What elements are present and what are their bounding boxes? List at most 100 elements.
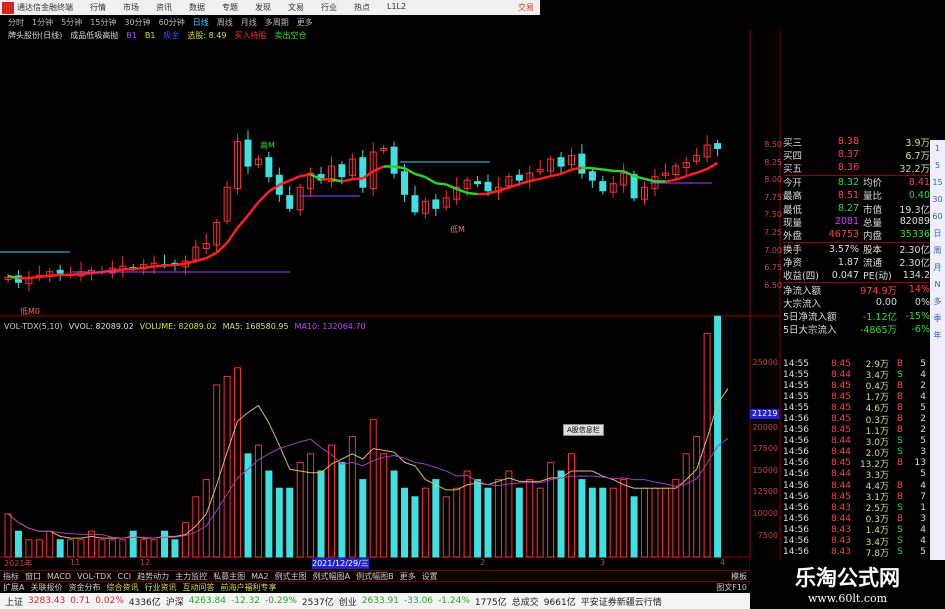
index-change: 0.71 [70,596,91,606]
indicator-label: 牌头股份(日线) [8,30,63,40]
period-shortcut-button[interactable]: 周 [933,246,942,255]
period-tab[interactable]: 30分钟 [124,17,151,27]
tick-price: 8.44 [830,436,851,447]
candle [348,158,356,176]
tick-row: 14:56 8.43 3.4万 S 4 [783,536,930,548]
volume-bar [234,367,242,558]
candle [599,181,607,192]
candle [641,186,649,200]
tick-volume: 3.0万 [865,437,889,448]
period-tab[interactable]: 5分钟 [61,17,83,27]
index-name[interactable]: 沪深 [165,597,184,608]
tab[interactable]: 扩展A [3,582,25,592]
period-tab[interactable]: 60分钟 [158,17,185,27]
period-shortcut-button[interactable]: 60 [932,212,943,221]
tab[interactable]: 主力监控 [175,571,208,581]
tick-list[interactable]: 14:55 8.45 2.9万 B 5 14:55 8.44 3.4万 S 4 14:55 8.45 0… [783,358,930,559]
index-name[interactable]: 上证 [5,597,24,608]
volume-bar [223,375,231,558]
left-low-label: 低M0 [20,307,40,316]
volume-bar [390,470,398,558]
index-value: 2633.91 [361,596,400,606]
tab[interactable]: 窗口 [25,571,41,581]
period-shortcut-button[interactable]: 多 [933,297,942,306]
volume-bar [181,522,189,558]
tick-row: 14:56 8.44 2.0万 S 3 [783,447,930,459]
tab[interactable]: 行业资讯 [144,582,177,592]
tick-count: 1 [920,502,926,513]
period-shortcut-button[interactable]: 30 [932,195,943,204]
tab[interactable]: 趋势动力 [137,571,170,581]
period-tab[interactable]: 多周期 [264,17,289,27]
trade-button[interactable]: 交易 [518,3,534,12]
index-amount: 2537亿 [301,597,334,608]
menu-item[interactable]: 市场 [123,3,139,12]
tab[interactable]: MA2 [251,571,269,581]
ma-line-segment [362,170,374,180]
tab[interactable]: 例式幅图A [312,571,351,581]
tab-right[interactable]: 模板 [731,571,747,581]
tab[interactable]: 资金分布 [68,582,101,592]
candle [327,165,335,183]
menu-item[interactable]: 行业 [321,3,337,12]
volume-bar [35,539,43,558]
menu-item[interactable]: 热点 [354,3,370,12]
tab[interactable]: 指标 [3,571,19,581]
quote-row: 5日净流入额 -1.12亿 -15% [783,309,930,324]
period-tab[interactable]: 15分钟 [90,17,117,27]
menu-item[interactable]: 资讯 [156,3,172,12]
info-popup[interactable]: A股信息栏 [563,424,604,436]
menu-item[interactable]: 专题 [222,3,238,12]
date-tick: 4 [720,558,726,567]
tab[interactable]: MACD [47,571,71,581]
period-shortcut-button[interactable]: 日 [933,229,942,238]
period-tab[interactable]: 分时 [8,17,24,27]
period-shortcut-button[interactable]: 月 [933,263,942,272]
tab[interactable]: 互动问答 [182,582,215,592]
price-tick: 7.25 [764,228,782,237]
tab[interactable]: 关联报价 [30,582,63,592]
volume-bar [67,539,75,558]
tab[interactable]: 例式主图 [274,571,307,581]
period-shortcut-button[interactable]: N [934,280,941,289]
period-tab[interactable]: 更多 [296,17,313,27]
quote-row: 收益(四) 0.047 PE(动) 134.2 [783,269,930,283]
period-shortcut-button[interactable]: 1 [934,144,941,153]
quote-row: 最低 8.27 市值 19.3亿 [783,202,930,216]
menu-item[interactable]: 数据 [189,3,205,12]
period-tab[interactable]: 周线 [216,17,233,27]
period-tab[interactable]: 1分钟 [32,17,54,27]
period-tab[interactable]: 日线 [192,17,209,27]
tick-time: 14:55 [783,358,809,369]
candle [714,143,722,150]
tab[interactable]: 例式幅图B [356,571,394,581]
candle [432,199,440,209]
volume-bar [338,461,346,558]
menu-item[interactable]: 行情 [90,3,106,12]
tab[interactable]: CCI [117,571,132,581]
tick-side: S [897,547,903,558]
menu-item[interactable]: 发现 [255,3,271,12]
index-name[interactable]: 创业 [338,597,357,608]
tick-volume: 3.3万 [865,470,889,481]
tab-right[interactable]: 图文F10 [716,582,747,592]
menu-item[interactable]: 文易 [288,3,304,12]
period-tab[interactable]: 月线 [240,17,257,27]
tab[interactable]: 私募主图 [213,571,246,581]
tab[interactable]: 设置 [421,571,438,581]
period-shortcut-button[interactable]: 15 [932,178,943,187]
tick-side: B [896,480,904,491]
tick-count: 4 [920,391,926,402]
tab[interactable]: 更多 [399,571,416,581]
period-shortcut-button[interactable]: 5 [934,161,941,170]
period-shortcut-button[interactable]: 季 [933,314,942,323]
volume-bar [77,539,85,558]
tab[interactable]: 前海户福利专享 [220,582,277,592]
tab[interactable]: VOL-TDX [76,571,112,581]
quote-row: 外盘 46753 内盘 35336 [783,228,930,242]
tick-count: 2 [920,425,926,436]
menu-item[interactable]: L1L2 [387,2,407,11]
period-shortcut-button[interactable]: 年 [933,331,942,340]
tab[interactable]: 综合资讯 [106,582,139,592]
